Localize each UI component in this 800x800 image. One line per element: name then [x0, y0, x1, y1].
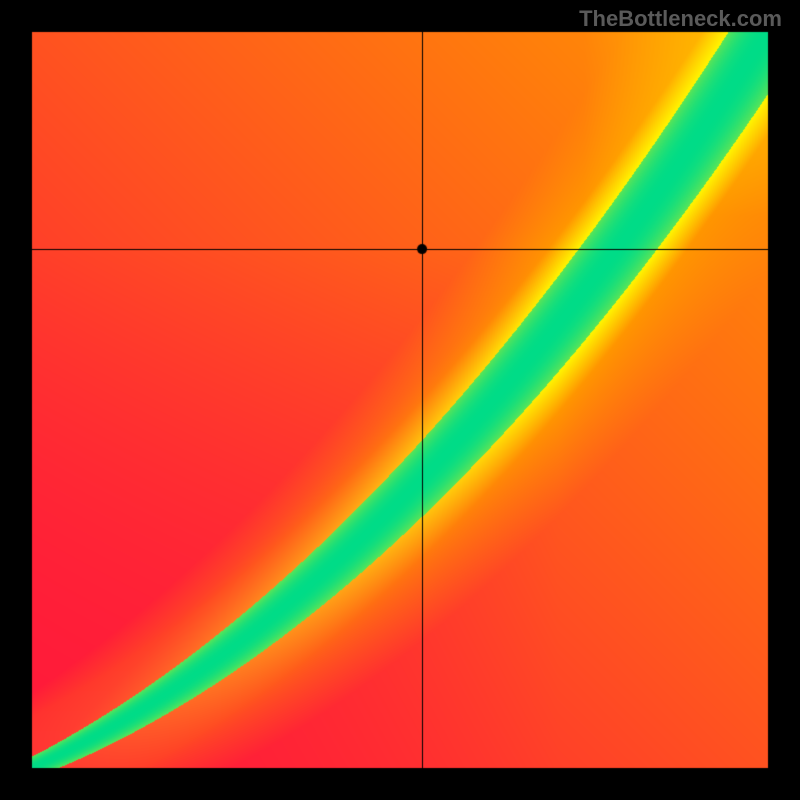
chart-container: TheBottleneck.com: [0, 0, 800, 800]
bottleneck-heatmap: [0, 0, 800, 800]
watermark-text: TheBottleneck.com: [579, 6, 782, 32]
